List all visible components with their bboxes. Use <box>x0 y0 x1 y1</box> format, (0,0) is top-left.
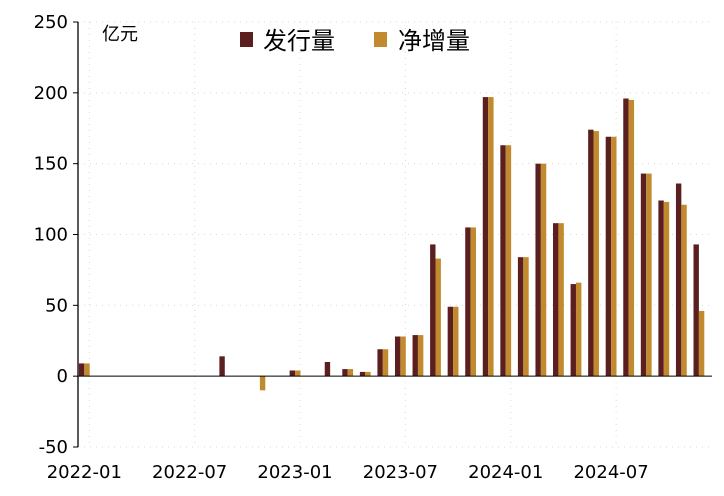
bar-net-increase <box>259 376 266 391</box>
bar-issuance <box>377 349 383 377</box>
bar-issuance <box>570 284 576 377</box>
bar-issuance <box>693 244 699 377</box>
y-axis-ticks: -50 0 50 100 150 200 250 <box>34 12 78 458</box>
bar-issuance <box>412 335 418 377</box>
bar-net-increase <box>575 282 582 377</box>
bar-issuance <box>605 136 612 377</box>
x-tick-label: 2023-07 <box>363 462 438 483</box>
legend-swatch-issuance <box>240 32 253 47</box>
bar-net-increase <box>488 97 494 377</box>
x-tick-label: 2023-01 <box>257 462 332 483</box>
bar-net-increase <box>453 306 459 377</box>
bar-issuance <box>482 97 489 377</box>
grid-lines <box>78 21 712 448</box>
y-tick-label: 100 <box>34 225 68 246</box>
bar-issuance <box>78 363 85 377</box>
bar-issuance <box>359 371 366 377</box>
bar-issuance <box>447 306 454 377</box>
legend-swatch-net-increase <box>374 32 387 47</box>
bar-issuance <box>500 145 506 377</box>
unit-label: 亿元 <box>102 24 138 45</box>
bar-issuance <box>553 223 559 377</box>
bar-net-increase <box>295 370 301 377</box>
bar-net-increase <box>698 311 705 377</box>
bar-net-increase <box>382 349 389 377</box>
bar-issuance <box>675 183 682 377</box>
y-tick-label: 50 <box>45 295 68 316</box>
bar-issuance <box>289 370 296 377</box>
y-tick-label: -50 <box>39 437 68 458</box>
bar-issuance <box>623 98 629 377</box>
bar-net-increase <box>435 258 441 377</box>
y-tick-label: 250 <box>34 12 68 33</box>
bar-net-increase <box>558 223 564 377</box>
bar-net-increase <box>505 145 512 377</box>
bar-issuance <box>324 362 331 377</box>
legend: 发行量 净增量 <box>240 27 470 55</box>
bar-issuance <box>517 257 524 377</box>
legend-label-net-increase: 净增量 <box>398 27 470 55</box>
bar-net-increase <box>540 163 547 377</box>
bar-net-increase <box>417 335 424 377</box>
bar-issuance <box>430 244 436 377</box>
bar-issuance <box>465 227 471 377</box>
bar-net-increase <box>523 257 529 377</box>
bar-net-increase <box>611 136 617 377</box>
bar-net-increase <box>681 204 687 377</box>
bar-net-increase <box>646 173 652 377</box>
bar-net-increase <box>593 131 599 377</box>
x-tick-label: 2024-01 <box>468 462 543 483</box>
bar-net-increase <box>628 99 635 377</box>
bar-issuance <box>342 369 348 377</box>
y-tick-label: 200 <box>34 83 68 104</box>
x-tick-label: 2022-01 <box>47 462 122 483</box>
x-axis-ticks: 2022-01 2022-07 2023-01 2023-07 2024-01 2024-… <box>47 462 649 483</box>
legend-label-issuance: 发行量 <box>263 27 335 55</box>
bar-issuance <box>658 200 664 377</box>
bar-net-increase <box>84 363 90 377</box>
bars <box>78 97 705 391</box>
y-tick-label: 0 <box>57 366 68 387</box>
bar-issuance <box>640 173 647 377</box>
bar-issuance <box>219 356 225 377</box>
x-tick-label: 2022-07 <box>152 462 227 483</box>
bar-net-increase <box>470 227 477 377</box>
bar-net-increase <box>400 336 406 377</box>
x-tick-label: 2024-07 <box>573 462 648 483</box>
bar-issuance <box>394 336 401 377</box>
y-tick-label: 150 <box>34 154 68 175</box>
bar-issuance <box>588 129 594 377</box>
bar-net-increase <box>663 201 670 377</box>
bar-issuance <box>535 163 541 377</box>
bar-net-increase <box>365 371 371 377</box>
bar-net-increase <box>347 369 354 377</box>
